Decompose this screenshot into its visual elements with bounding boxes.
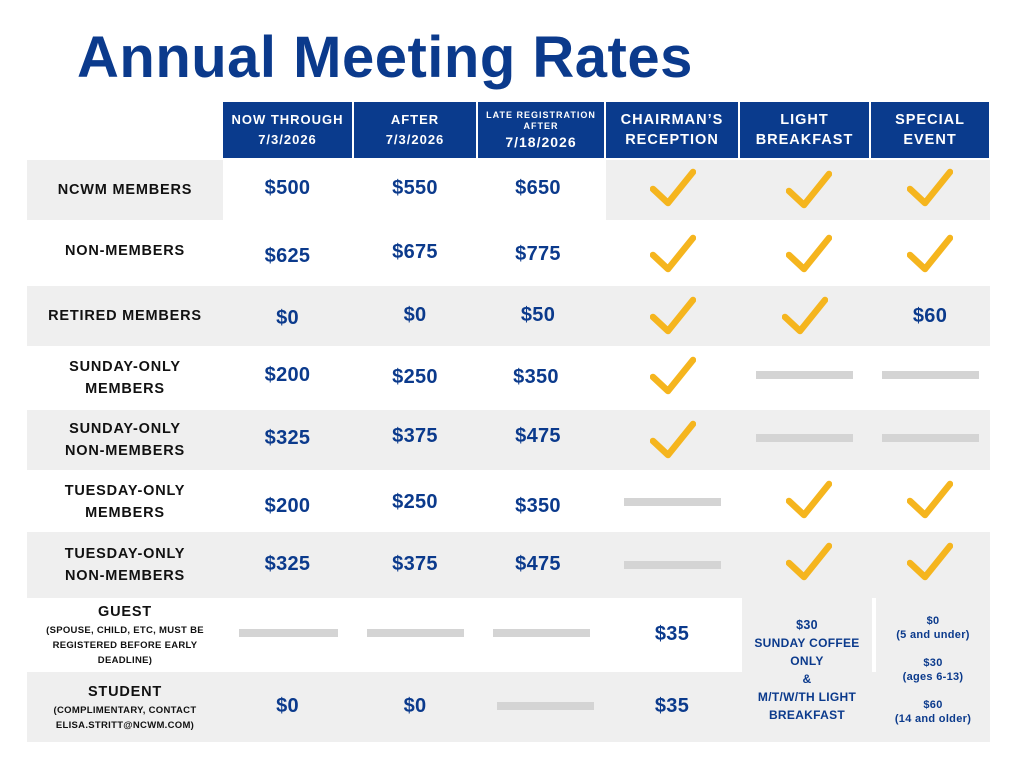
dash-bar — [756, 434, 853, 442]
price-after: $375 — [392, 552, 438, 575]
dash-bar — [882, 434, 979, 442]
dash-bar — [497, 702, 594, 710]
row-label-sunday-only-non-members: SUNDAY-ONLY NON-MEMBERS — [65, 421, 185, 459]
row-label-sunday-only-members: SUNDAY-ONLY MEMBERS — [69, 359, 181, 397]
checkmark-icon — [907, 168, 953, 207]
guest-special-box — [876, 598, 990, 742]
price-now: $625 — [264, 244, 311, 267]
header-after: AFTER 7/3/2026 — [354, 102, 476, 158]
row-band — [27, 160, 223, 220]
price-late: $350 — [515, 494, 561, 517]
checkmark-icon — [786, 542, 832, 581]
row-label-tuesday-only-non-members: TUESDAY-ONLY NON-MEMBERS — [64, 546, 186, 584]
header-late-registration: LATE REGISTRATION AFTER 7/18/2026 — [478, 102, 604, 158]
price-after: $675 — [392, 240, 438, 263]
price-late: $650 — [515, 176, 561, 199]
row-label-tuesday-only-members: TUESDAY-ONLY MEMBERS — [64, 483, 186, 521]
price-late: $50 — [520, 303, 556, 326]
price-late: $350 — [513, 365, 559, 388]
dash-bar — [624, 561, 721, 569]
checkmark-icon — [907, 480, 953, 519]
header-special-event: SPECIAL EVENT — [871, 102, 989, 158]
price-late: $475 — [515, 552, 561, 575]
page-title: Annual Meeting Rates — [77, 25, 693, 90]
price-reception: $35 — [654, 622, 690, 645]
dash-bar — [756, 371, 853, 379]
checkmark-icon — [782, 296, 828, 335]
checkmark-icon — [786, 170, 832, 209]
price-now: $200 — [264, 494, 311, 517]
checkmark-icon — [650, 356, 696, 395]
header-chairmans-reception: CHAIRMAN’S RECEPTION — [606, 102, 738, 158]
price-special-retired: $60 — [912, 304, 948, 327]
checkmark-icon — [907, 542, 953, 581]
checkmark-icon — [650, 420, 696, 459]
checkmark-icon — [650, 234, 696, 273]
checkmark-icon — [907, 234, 953, 273]
dash-bar — [882, 371, 979, 379]
row-band — [606, 160, 990, 220]
dash-bar — [367, 629, 464, 637]
checkmark-icon — [786, 234, 832, 273]
price-after: $0 — [403, 694, 427, 717]
guest-breakfast-text: $30 SUNDAY COFFEE ONLY & M/T/W/TH LIGHT … — [754, 618, 860, 722]
checkmark-icon — [650, 296, 696, 335]
row-label-student: STUDENT (COMPLIMENTARY, CONTACT ELISA.STR… — [53, 684, 197, 731]
checkmark-icon — [786, 480, 832, 519]
price-after: $250 — [392, 365, 438, 388]
price-now: $0 — [276, 694, 299, 717]
price-after: $250 — [392, 490, 438, 513]
price-reception: $35 — [654, 694, 690, 717]
price-now: $200 — [264, 363, 311, 386]
checkmark-icon — [650, 168, 696, 207]
header-light-breakfast: LIGHT BREAKFAST — [740, 102, 869, 158]
dash-bar — [239, 629, 338, 637]
price-late: $775 — [515, 242, 561, 265]
price-now: $0 — [276, 306, 299, 329]
dash-bar — [493, 629, 590, 637]
row-band — [27, 286, 990, 346]
row-label-non-members: NON-MEMBERS — [65, 243, 185, 259]
dash-bar — [624, 498, 721, 506]
price-after: $550 — [392, 176, 438, 199]
row-label-ncwm-members: NCWM MEMBERS — [57, 182, 193, 198]
guest-special-text: $0 (5 and under) $30 (ages 6-13) $60 (14… — [894, 615, 972, 725]
price-now: $325 — [264, 552, 311, 575]
price-now: $500 — [264, 176, 311, 199]
price-now: $325 — [264, 426, 311, 449]
header-now-through: NOW THROUGH 7/3/2026 — [223, 102, 352, 158]
price-after: $375 — [392, 424, 438, 447]
row-label-guest: GUEST (SPOUSE, CHILD, ETC, MUST BE REGIST… — [46, 603, 204, 666]
price-after: $0 — [403, 303, 427, 326]
guest-breakfast-box — [742, 598, 872, 742]
row-label-retired-members: RETIRED MEMBERS — [48, 308, 202, 324]
price-late: $475 — [515, 424, 561, 447]
